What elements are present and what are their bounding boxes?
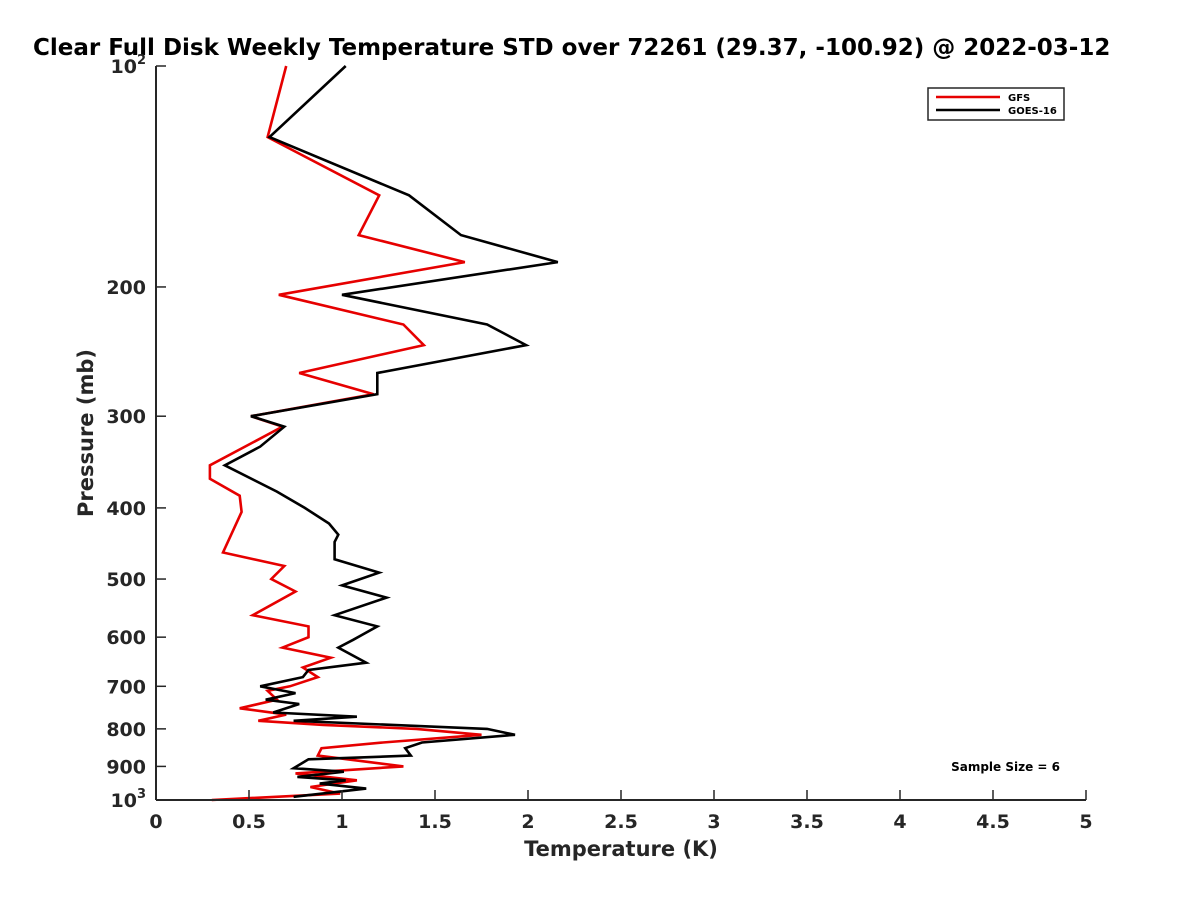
x-tick-label: 4 xyxy=(893,811,906,833)
y-tick-label: 700 xyxy=(106,676,146,698)
y-tick-label: 300 xyxy=(106,406,146,428)
x-tick-label: 3 xyxy=(707,811,720,833)
legend: GFS GOES-16 xyxy=(927,87,1065,121)
x-tick-label: 3.5 xyxy=(790,811,824,833)
y-tick-label: 800 xyxy=(106,719,146,741)
legend-box xyxy=(927,87,1065,121)
x-ticks: 0 0.5 1 1.5 2 2.5 3 3.5 4 4.5 5 xyxy=(149,790,1093,833)
legend-label-goes16: GOES-16 xyxy=(1008,106,1057,117)
x-axis-title: Temperature (K) xyxy=(524,837,718,861)
y-tick-label: 900 xyxy=(106,756,146,778)
chart-title: Clear Full Disk Weekly Temperature STD o… xyxy=(33,35,1110,61)
y-tick-label: 103 xyxy=(111,787,147,812)
x-tick-label: 2 xyxy=(521,811,534,833)
series-line-goes16 xyxy=(221,65,559,799)
x-tick-label: 4.5 xyxy=(976,811,1010,833)
x-tick-label: 0 xyxy=(149,811,162,833)
sample-size-annotation: Sample Size = 6 xyxy=(951,760,1060,774)
y-axis-title: Pressure (mb) xyxy=(74,349,98,517)
legend-label-gfs: GFS xyxy=(1008,93,1030,104)
x-tick-label: 5 xyxy=(1079,811,1092,833)
series-line-gfs xyxy=(208,65,482,802)
y-tick-label: 600 xyxy=(106,627,146,649)
x-tick-label: 2.5 xyxy=(604,811,638,833)
axes xyxy=(155,66,1086,801)
x-tick-label: 1.5 xyxy=(418,811,452,833)
x-tick-label: 1 xyxy=(335,811,348,833)
x-tick-label: 0.5 xyxy=(232,811,266,833)
y-ticks: 102 200 300 400 500 600 700 800 900 103 xyxy=(106,53,166,812)
y-tick-label: 102 xyxy=(111,53,147,78)
y-tick-label: 400 xyxy=(106,498,146,520)
y-tick-label: 200 xyxy=(106,277,146,299)
y-tick-label: 500 xyxy=(106,569,146,591)
plot-lines xyxy=(208,65,559,802)
